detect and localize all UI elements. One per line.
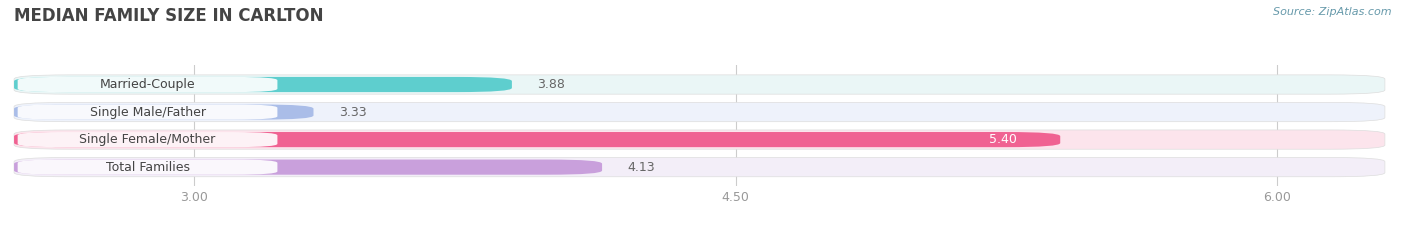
- FancyBboxPatch shape: [18, 132, 277, 147]
- FancyBboxPatch shape: [14, 132, 1060, 147]
- FancyBboxPatch shape: [14, 130, 1385, 149]
- FancyBboxPatch shape: [14, 77, 512, 92]
- FancyBboxPatch shape: [18, 160, 277, 175]
- Text: 5.40: 5.40: [988, 133, 1017, 146]
- Text: 4.13: 4.13: [627, 161, 655, 174]
- FancyBboxPatch shape: [14, 160, 602, 175]
- Text: Single Female/Mother: Single Female/Mother: [79, 133, 215, 146]
- Text: MEDIAN FAMILY SIZE IN CARLTON: MEDIAN FAMILY SIZE IN CARLTON: [14, 7, 323, 25]
- FancyBboxPatch shape: [14, 75, 1385, 94]
- FancyBboxPatch shape: [14, 104, 314, 120]
- Text: 3.88: 3.88: [537, 78, 565, 91]
- FancyBboxPatch shape: [14, 158, 1385, 177]
- FancyBboxPatch shape: [14, 103, 1385, 122]
- Text: Married-Couple: Married-Couple: [100, 78, 195, 91]
- Text: 3.33: 3.33: [339, 106, 367, 119]
- Text: Source: ZipAtlas.com: Source: ZipAtlas.com: [1274, 7, 1392, 17]
- FancyBboxPatch shape: [18, 77, 277, 92]
- FancyBboxPatch shape: [18, 104, 277, 120]
- Text: Single Male/Father: Single Male/Father: [90, 106, 205, 119]
- Text: Total Families: Total Families: [105, 161, 190, 174]
